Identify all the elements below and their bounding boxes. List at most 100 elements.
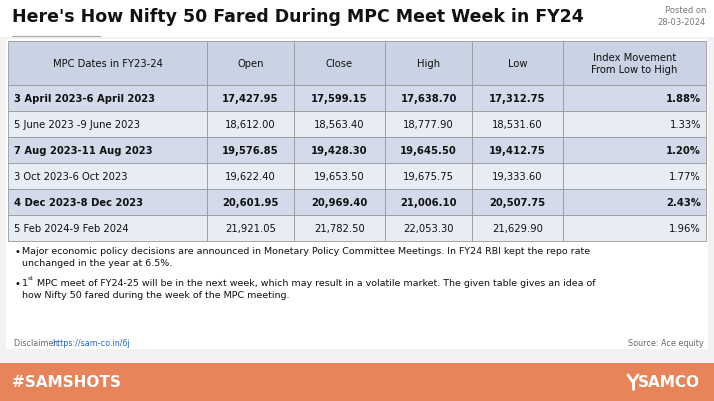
Text: 19,333.60: 19,333.60 [492,172,543,182]
Text: 19,412.75: 19,412.75 [489,146,546,156]
Bar [207,215,294,241]
Text: 19,622.40: 19,622.40 [225,172,276,182]
Text: 19,576.85: 19,576.85 [222,146,279,156]
Bar [563,215,706,241]
Text: 1.88%: 1.88% [666,94,701,104]
Text: Low: Low [508,59,528,69]
Bar [8,112,207,138]
Bar [563,86,706,112]
Bar [472,86,563,112]
Text: Here's How Nifty 50 Fared During MPC Meet Week in FY24: Here's How Nifty 50 Fared During MPC Mee… [12,8,584,26]
Text: 1.77%: 1.77% [669,172,701,182]
Bar [8,164,207,190]
Text: MPC Dates in FY23-24: MPC Dates in FY23-24 [53,59,162,69]
Bar [472,164,563,190]
Text: 18,531.60: 18,531.60 [492,120,543,130]
Text: 1.33%: 1.33% [670,120,701,130]
Text: #SAMSHOTS: #SAMSHOTS [12,375,121,389]
Bar [385,86,472,112]
Bar [294,112,385,138]
Text: 21,629.90: 21,629.90 [492,223,543,233]
Bar [294,86,385,112]
Text: how Nifty 50 fared during the week of the MPC meeting.: how Nifty 50 fared during the week of th… [22,290,289,299]
Text: 1: 1 [22,278,28,287]
Text: 17,312.75: 17,312.75 [489,94,545,104]
Text: 19,645.50: 19,645.50 [400,146,457,156]
Text: 1.20%: 1.20% [666,146,701,156]
Bar [8,42,207,86]
Text: 3 Oct 2023-6 Oct 2023: 3 Oct 2023-6 Oct 2023 [14,172,128,182]
Text: SAMCO: SAMCO [638,375,700,389]
Bar [8,138,207,164]
Text: 18,612.00: 18,612.00 [225,120,276,130]
Text: unchanged in the year at 6.5%.: unchanged in the year at 6.5%. [22,258,172,267]
Text: High: High [417,59,440,69]
Text: MPC meet of FY24-25 will be in the next week, which may result in a volatile mar: MPC meet of FY24-25 will be in the next … [34,278,595,287]
Bar [207,86,294,112]
Text: Major economic policy decisions are announced in Monetary Policy Committee Meeti: Major economic policy decisions are anno… [22,246,590,255]
Text: 5 June 2023 -9 June 2023: 5 June 2023 -9 June 2023 [14,120,140,130]
Bar [207,190,294,215]
Bar [385,164,472,190]
Bar [563,164,706,190]
Text: 2.43%: 2.43% [666,198,701,207]
Text: 18,777.90: 18,777.90 [403,120,454,130]
Text: 21,782.50: 21,782.50 [314,223,365,233]
Bar [0,363,714,401]
Text: Index Movement
From Low to High: Index Movement From Low to High [591,53,678,75]
Bar [8,190,207,215]
Bar [385,190,472,215]
Bar [207,112,294,138]
Text: 19,675.75: 19,675.75 [403,172,454,182]
Text: Open: Open [237,59,263,69]
Bar [472,215,563,241]
Text: Close: Close [326,59,353,69]
Bar [6,40,708,349]
Bar [385,138,472,164]
Bar [385,112,472,138]
Bar [563,112,706,138]
Bar [8,86,207,112]
Bar [563,138,706,164]
Bar [8,215,207,241]
Text: 19,653.50: 19,653.50 [314,172,365,182]
Bar [385,42,472,86]
Bar [294,138,385,164]
Bar [294,190,385,215]
Text: 21,921.05: 21,921.05 [225,223,276,233]
Text: 21,006.10: 21,006.10 [401,198,457,207]
Text: 7 Aug 2023-11 Aug 2023: 7 Aug 2023-11 Aug 2023 [14,146,153,156]
Bar [385,215,472,241]
Text: •: • [14,246,20,256]
Text: •: • [14,278,20,288]
Text: 1.96%: 1.96% [669,223,701,233]
Bar [563,42,706,86]
Bar [0,0,714,38]
Text: 20,969.40: 20,969.40 [311,198,368,207]
Bar [207,42,294,86]
Text: 17,427.95: 17,427.95 [222,94,278,104]
Text: 17,599.15: 17,599.15 [311,94,368,104]
Text: 3 April 2023-6 April 2023: 3 April 2023-6 April 2023 [14,94,155,104]
Text: 22,053.30: 22,053.30 [403,223,454,233]
Bar [294,164,385,190]
Text: st: st [28,275,34,280]
Bar [207,164,294,190]
Bar [563,190,706,215]
Bar [472,138,563,164]
Bar [294,215,385,241]
Text: 20,507.75: 20,507.75 [490,198,545,207]
Text: 19,428.30: 19,428.30 [311,146,368,156]
Text: 18,563.40: 18,563.40 [314,120,365,130]
Text: 5 Feb 2024-9 Feb 2024: 5 Feb 2024-9 Feb 2024 [14,223,129,233]
Text: Disclaimer:: Disclaimer: [14,338,62,347]
Bar [294,42,385,86]
Text: Posted on
28-03-2024: Posted on 28-03-2024 [658,6,706,27]
Text: https://sam-co.in/6j: https://sam-co.in/6j [52,338,130,347]
Text: 20,601.95: 20,601.95 [222,198,278,207]
Text: 4 Dec 2023-8 Dec 2023: 4 Dec 2023-8 Dec 2023 [14,198,143,207]
Bar [472,112,563,138]
Text: 17,638.70: 17,638.70 [401,94,457,104]
Text: Source: Ace equity: Source: Ace equity [628,338,704,347]
Bar [472,42,563,86]
